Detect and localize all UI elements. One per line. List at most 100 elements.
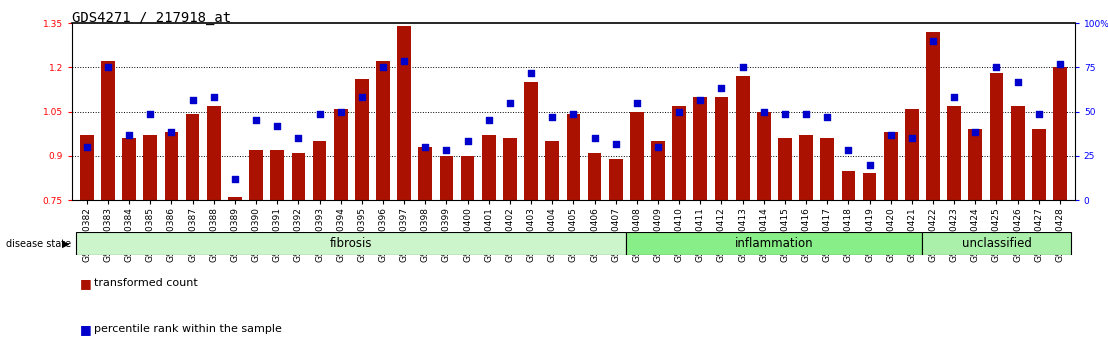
Point — [819, 115, 837, 120]
Point — [247, 118, 265, 123]
Point — [649, 144, 667, 150]
Point — [903, 135, 921, 141]
Bar — [355, 79, 369, 200]
Point — [99, 64, 116, 70]
Bar — [820, 138, 834, 200]
Point — [1051, 62, 1069, 67]
Bar — [334, 109, 348, 200]
Bar — [419, 147, 432, 200]
Bar — [186, 114, 199, 200]
Point — [268, 124, 286, 129]
Point — [459, 138, 476, 144]
Text: unclassified: unclassified — [962, 237, 1032, 250]
Point — [438, 147, 455, 153]
Text: percentile rank within the sample: percentile rank within the sample — [94, 324, 283, 334]
Bar — [757, 112, 771, 200]
Point — [882, 132, 900, 138]
Bar — [715, 97, 728, 200]
Bar — [207, 105, 220, 200]
Point — [691, 97, 709, 103]
Bar — [76, 232, 626, 255]
Point — [670, 109, 688, 114]
Bar — [291, 153, 305, 200]
Bar — [652, 141, 665, 200]
Bar — [1032, 129, 1046, 200]
Point — [628, 100, 646, 105]
Bar — [673, 105, 686, 200]
Bar — [1010, 105, 1025, 200]
Bar — [249, 150, 263, 200]
Bar — [608, 159, 623, 200]
Bar — [461, 156, 474, 200]
Text: inflammation: inflammation — [735, 237, 813, 250]
Bar — [545, 141, 560, 200]
Point — [1008, 79, 1026, 85]
Bar — [101, 61, 115, 200]
Point — [480, 118, 497, 123]
Bar — [799, 135, 813, 200]
Point — [353, 94, 371, 99]
Bar — [905, 109, 919, 200]
Bar — [694, 97, 707, 200]
Bar — [503, 138, 516, 200]
Point — [331, 109, 349, 114]
Bar — [630, 112, 644, 200]
Point — [163, 129, 181, 135]
Point — [289, 135, 307, 141]
Point — [586, 135, 604, 141]
Bar — [482, 135, 495, 200]
Point — [798, 112, 815, 117]
Bar — [947, 105, 961, 200]
Bar — [524, 82, 538, 200]
Bar — [1053, 67, 1067, 200]
Point — [755, 109, 772, 114]
Point — [564, 112, 583, 117]
Point — [310, 112, 328, 117]
Bar — [80, 135, 94, 200]
Point — [142, 112, 160, 117]
Bar — [165, 132, 178, 200]
Point — [861, 162, 879, 167]
Bar — [884, 132, 897, 200]
Bar — [778, 138, 792, 200]
Point — [840, 147, 858, 153]
Point — [607, 141, 625, 147]
Bar — [968, 129, 982, 200]
Point — [987, 64, 1005, 70]
Text: ■: ■ — [80, 323, 92, 336]
Point — [417, 144, 434, 150]
Text: transformed count: transformed count — [94, 278, 198, 288]
Bar — [842, 171, 855, 200]
Point — [733, 64, 751, 70]
Text: GDS4271 / 217918_at: GDS4271 / 217918_at — [72, 11, 232, 25]
Bar — [566, 114, 581, 200]
Point — [205, 94, 223, 99]
Point — [543, 115, 561, 120]
Bar — [270, 150, 284, 200]
Point — [776, 112, 793, 117]
Text: disease state: disease state — [6, 239, 71, 249]
Bar — [926, 32, 940, 200]
Bar — [989, 73, 1004, 200]
Bar — [122, 138, 136, 200]
Bar — [923, 232, 1070, 255]
Point — [712, 85, 730, 91]
Bar — [736, 76, 749, 200]
Bar — [587, 153, 602, 200]
Bar — [143, 135, 157, 200]
Point — [396, 58, 413, 64]
Bar — [376, 61, 390, 200]
Bar — [626, 232, 923, 255]
Point — [924, 38, 942, 44]
Bar — [228, 197, 242, 200]
Point — [966, 129, 984, 135]
Text: fibrosis: fibrosis — [330, 237, 372, 250]
Point — [226, 177, 244, 182]
Point — [121, 132, 138, 138]
Point — [78, 144, 95, 150]
Point — [945, 94, 963, 99]
Point — [375, 64, 392, 70]
Point — [184, 97, 202, 103]
Bar — [440, 156, 453, 200]
Bar — [863, 173, 876, 200]
